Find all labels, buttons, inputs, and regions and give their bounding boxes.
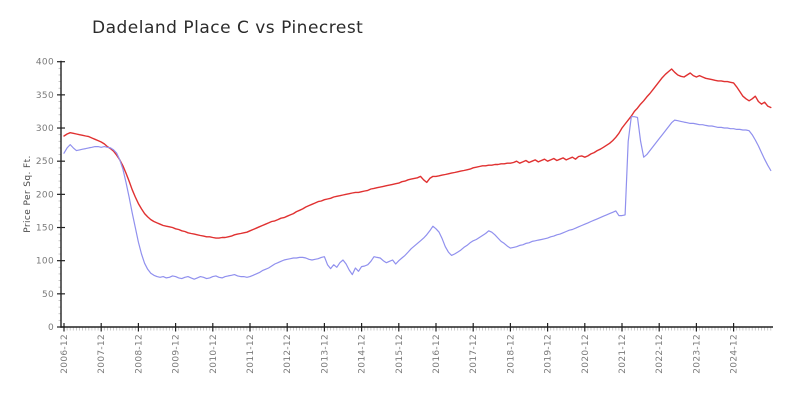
x-tick-label: 2009-12 bbox=[172, 334, 182, 374]
x-tick-label: 2014-12 bbox=[358, 334, 368, 374]
y-tick-label: 0 bbox=[48, 323, 54, 333]
series-line-dadeland-place-c bbox=[63, 68, 772, 239]
x-tick-label: 2017-12 bbox=[469, 334, 479, 374]
x-tick-label: 2024-12 bbox=[730, 334, 740, 374]
x-tick-label: 2013-12 bbox=[320, 334, 330, 374]
x-tick-label: 2008-12 bbox=[134, 334, 144, 374]
x-tick-label: 2010-12 bbox=[209, 334, 219, 374]
y-tick-label: 100 bbox=[36, 257, 54, 267]
y-tick-label: 200 bbox=[36, 190, 54, 200]
x-tick-label: 2023-12 bbox=[692, 334, 702, 374]
x-tick-label: 2022-12 bbox=[655, 334, 665, 374]
x-tick-label: 2020-12 bbox=[581, 334, 591, 374]
series-line-pinecrest bbox=[63, 116, 772, 280]
x-tick-label: 2015-12 bbox=[395, 334, 405, 374]
chart-title: Dadeland Place C vs Pinecrest bbox=[92, 18, 364, 38]
x-tick-label: 2016-12 bbox=[432, 334, 442, 374]
y-tick-label: 350 bbox=[36, 91, 54, 101]
x-tick-label: 2007-12 bbox=[97, 334, 107, 374]
x-tick-label: 2012-12 bbox=[283, 334, 293, 374]
x-tick-label: 2006-12 bbox=[60, 334, 70, 374]
y-axis-label: Price Per Sq. Ft. bbox=[23, 155, 33, 233]
x-tick-label: 2018-12 bbox=[506, 334, 516, 374]
y-tick-label: 300 bbox=[36, 124, 54, 134]
x-tick-label: 2021-12 bbox=[618, 334, 628, 374]
x-tick-label: 2019-12 bbox=[544, 334, 554, 374]
y-tick-label: 250 bbox=[36, 157, 54, 167]
y-tick-label: 150 bbox=[36, 224, 54, 234]
y-tick-label: 400 bbox=[36, 58, 54, 68]
x-tick-label: 2011-12 bbox=[246, 334, 256, 374]
y-tick-label: 50 bbox=[42, 290, 54, 300]
